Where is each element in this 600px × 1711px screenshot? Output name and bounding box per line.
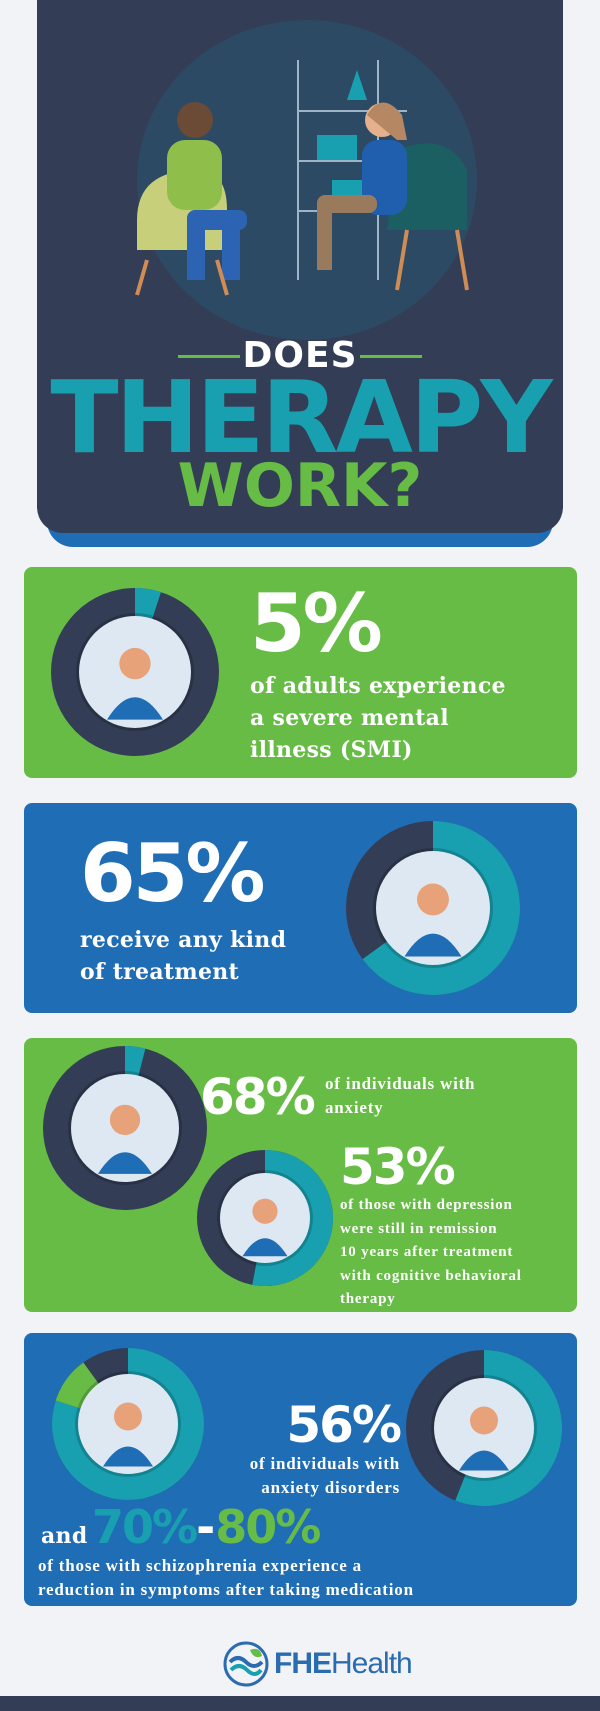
header-banner: DOES THERAPY WORK?	[37, 0, 563, 533]
donut-chart-anxiety-disorders	[406, 1350, 563, 1507]
stat-text-line: of individuals with	[325, 1074, 476, 1093]
stat-value-anxiety: 68%	[200, 1068, 316, 1126]
prefix-and: and	[41, 1523, 88, 1549]
person-head	[417, 883, 449, 916]
person-body	[404, 933, 462, 957]
stat-text-smi: of adults experience a severe mental ill…	[250, 670, 506, 766]
range-low: 70%	[92, 1500, 198, 1554]
stat-text-line: illness (SMI)	[250, 737, 413, 763]
stat-text-line: anxiety	[325, 1098, 384, 1117]
stat-text-line: reduction in symptoms after taking medic…	[38, 1579, 414, 1599]
logo-text-health: Health	[331, 1647, 413, 1680]
logo-text-fhe: FHE	[274, 1647, 332, 1680]
stat-value-smi: 5%	[250, 577, 383, 670]
stat-value-anxiety-disorders: 56%	[286, 1396, 402, 1454]
fhe-health-logo[interactable]: FHE Health	[222, 1640, 413, 1688]
person-head	[470, 1406, 498, 1435]
donut-chart-smi	[51, 588, 219, 756]
person-body	[103, 1446, 153, 1467]
stat-text-line: of individuals with	[249, 1454, 400, 1473]
person-head	[252, 1198, 278, 1224]
donut-chart-treatment	[346, 821, 520, 996]
range-dash: -	[196, 1500, 216, 1554]
stat-value-treatment: 65%	[80, 827, 265, 920]
title-line-left	[178, 355, 240, 358]
person-head	[119, 647, 151, 680]
stat-text-schizophrenia: of those with schizophrenia experience a…	[38, 1554, 414, 1601]
stat-text-line: anxiety disorders	[261, 1477, 400, 1497]
stat-text-line: 10 years after treatment	[340, 1244, 514, 1260]
stat-value-depression: 53%	[340, 1138, 456, 1196]
title-work: WORK?	[177, 451, 423, 521]
person-body	[107, 697, 163, 720]
donut-chart-anxiety	[43, 1046, 207, 1210]
stat-value-schizophrenia: and 70%-80%	[41, 1504, 321, 1550]
person-body	[459, 1450, 509, 1471]
stat-text-line: with cognitive behavioral	[340, 1267, 522, 1284]
stat-text-line: of those with depression	[340, 1197, 513, 1213]
stat-text-line: receive any kind	[80, 927, 287, 953]
stat-text-anxiety: of individuals with anxiety	[325, 1072, 475, 1120]
person-body	[242, 1238, 288, 1257]
stat-text-line: of treatment	[80, 959, 239, 985]
stat-text-treatment: receive any kind of treatment	[80, 924, 286, 988]
person-head	[114, 1402, 142, 1431]
title-therapy: THERAPY	[50, 359, 552, 476]
stat-text-depression: of those with depression were still in r…	[340, 1194, 522, 1312]
donut-chart-depression	[197, 1150, 333, 1286]
stat-text-line: were still in remission	[340, 1220, 498, 1237]
stat-text-line: of adults experience	[250, 673, 506, 699]
person-body	[98, 1152, 152, 1174]
stat-text-anxiety-disorders: of individuals with anxiety disorders	[160, 1452, 400, 1499]
stat-text-line: a severe mental	[250, 705, 449, 731]
person-head	[109, 1104, 141, 1136]
therapy-scene-icon	[135, 60, 469, 296]
footer-bar	[0, 1696, 600, 1711]
title-does: DOES	[242, 335, 358, 376]
fhe-wave-logo-icon	[223, 1641, 269, 1687]
range-high: 80%	[215, 1500, 321, 1554]
stat-text-line: of those with schizophrenia experience a	[38, 1556, 362, 1575]
stat-text-line: therapy	[340, 1291, 396, 1307]
donut-chart-schizophrenia	[51, 1348, 204, 1501]
title-line-right	[360, 355, 422, 358]
